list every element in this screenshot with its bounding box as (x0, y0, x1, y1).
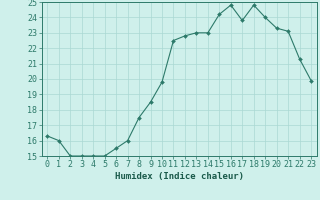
X-axis label: Humidex (Indice chaleur): Humidex (Indice chaleur) (115, 172, 244, 181)
